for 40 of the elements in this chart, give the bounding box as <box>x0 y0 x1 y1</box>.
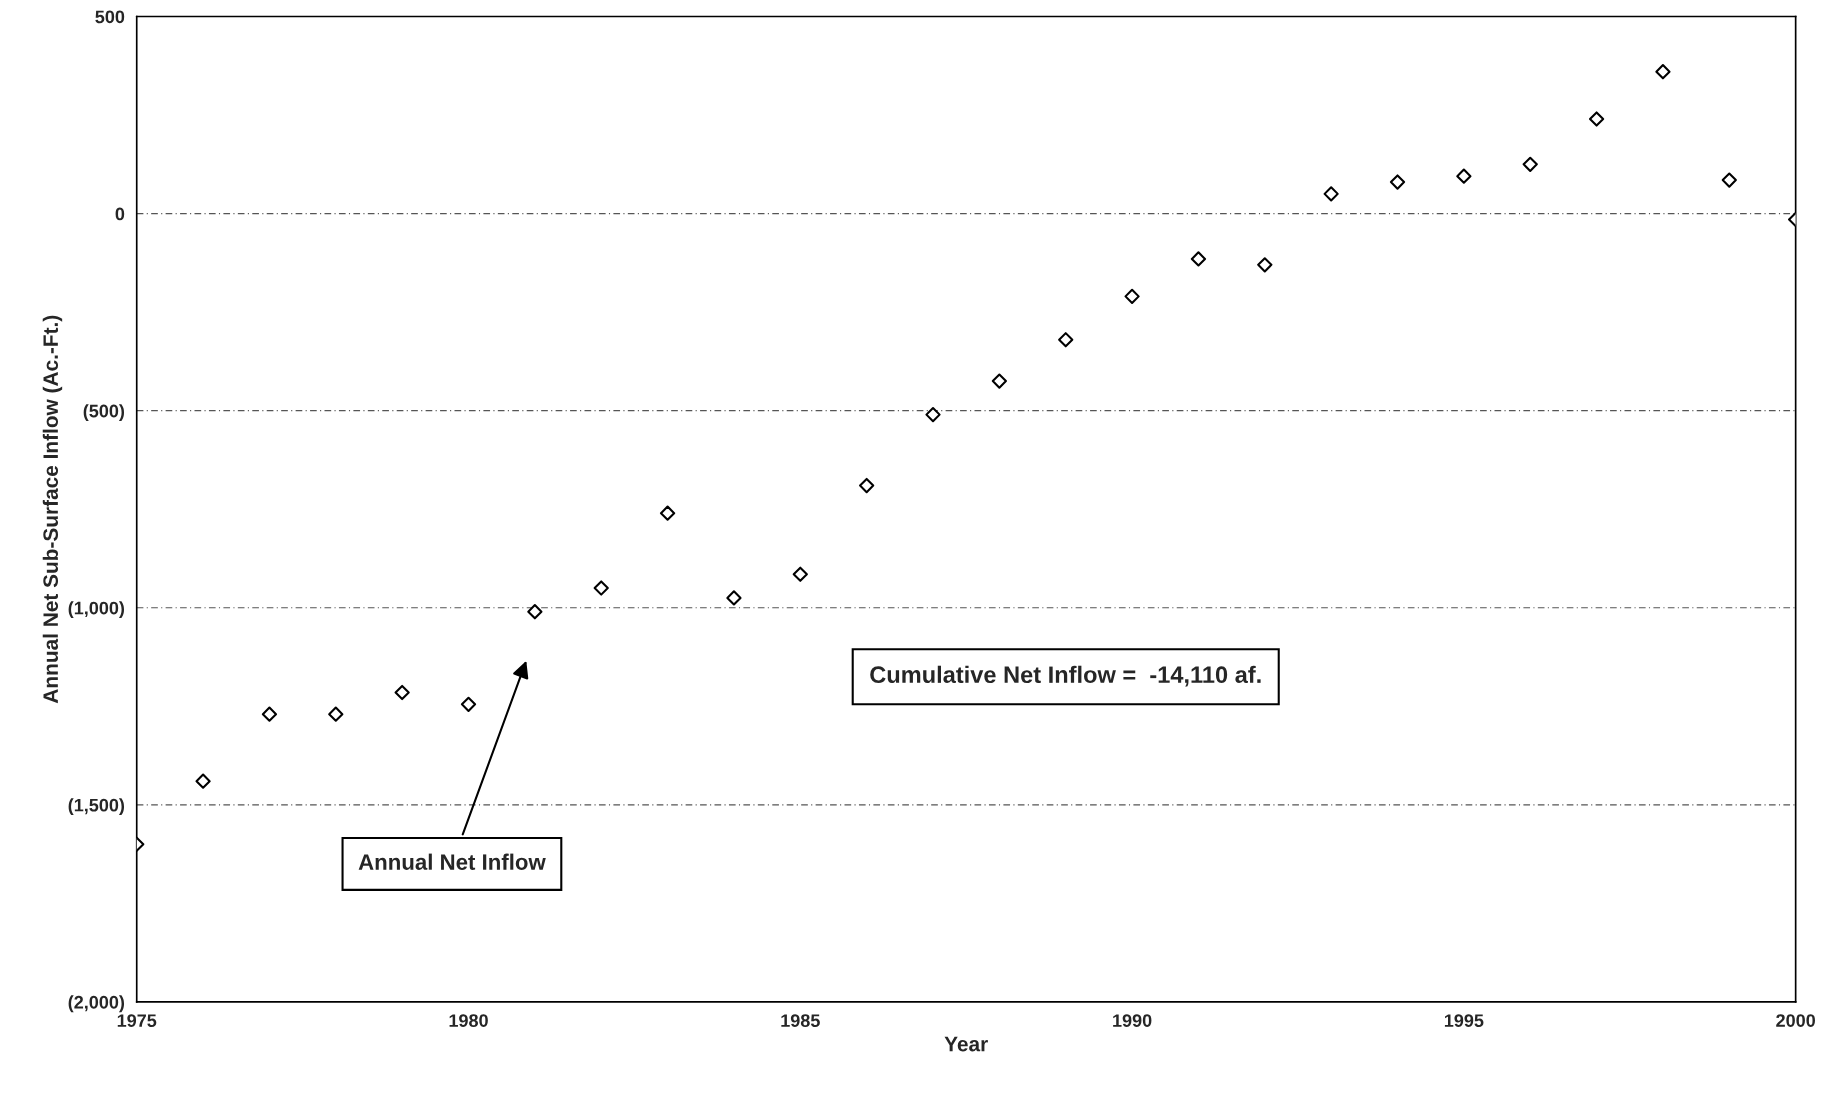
x-tick-label: 1975 <box>117 1014 157 1027</box>
point <box>792 566 808 582</box>
point <box>659 505 676 521</box>
point <box>1257 257 1273 273</box>
x-tick-label: 1990 <box>1113 1014 1152 1027</box>
annotation: Cumulative Net Inflow = -14,110 af. <box>870 665 1261 687</box>
point <box>328 706 344 722</box>
point <box>527 604 543 620</box>
point <box>394 684 410 701</box>
point <box>1655 64 1671 80</box>
x-tick-label: 1980 <box>449 1014 488 1027</box>
y-tick-label: (500) <box>83 404 125 421</box>
point <box>1190 251 1207 267</box>
x-axis-title: Year <box>944 1036 988 1052</box>
y-axis-title: Annual Net Sub-Surface Inflow (Ac.-Ft.) <box>42 315 63 704</box>
y-tick-label: 0 <box>115 207 125 221</box>
point <box>1522 156 1538 172</box>
point <box>925 406 941 423</box>
x-tick-label: 1985 <box>781 1014 820 1027</box>
y-tick-label: (2,000) <box>68 995 125 1013</box>
point <box>1323 186 1339 202</box>
y-tick-label: (1,000) <box>68 601 125 619</box>
point <box>1721 172 1737 188</box>
point <box>859 477 875 494</box>
point <box>1588 111 1605 127</box>
y-tick-label: 500 <box>95 10 125 24</box>
point <box>1058 332 1074 348</box>
annotation: Annual Net Inflow <box>358 853 546 870</box>
point <box>1124 288 1140 304</box>
point <box>460 696 477 712</box>
point <box>1456 168 1472 184</box>
point <box>726 590 742 606</box>
point <box>195 773 211 789</box>
x-tick-label: 2000 <box>1776 1014 1815 1027</box>
point <box>991 373 1007 389</box>
x-tick-label: 1995 <box>1444 1014 1484 1027</box>
point <box>1389 174 1406 190</box>
point <box>593 580 609 596</box>
y-tick-label: (1,500) <box>68 798 125 816</box>
point <box>261 706 278 722</box>
